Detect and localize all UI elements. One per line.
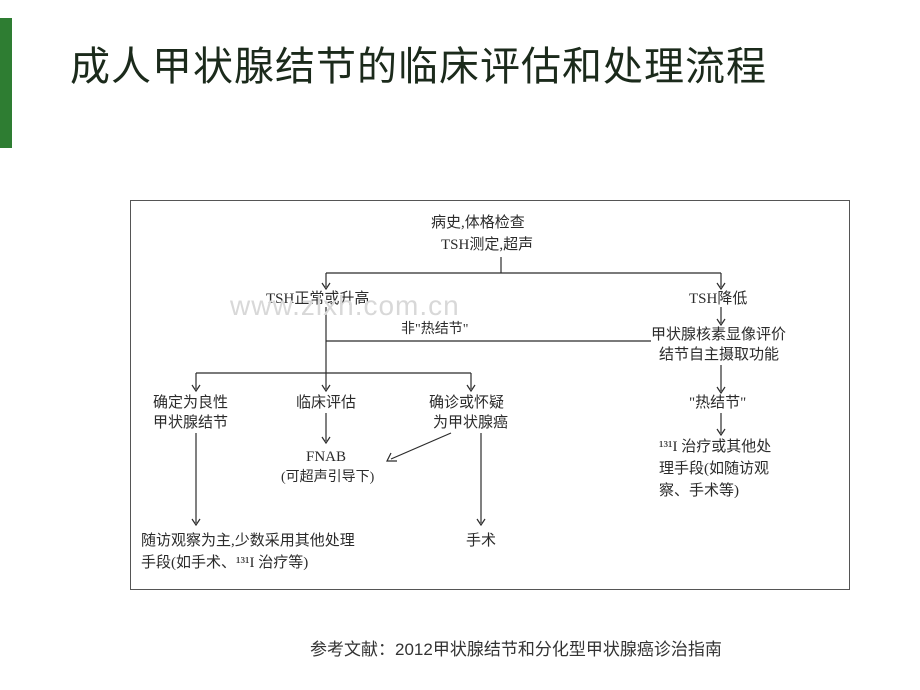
- node-followup-2: 手段(如手术、¹³¹I 治疗等): [141, 553, 308, 573]
- node-followup-1: 随访观察为主,少数采用其他处理: [141, 531, 355, 551]
- node-tsh-low: TSH降低: [689, 289, 747, 309]
- node-suspect-2: 为甲状腺癌: [433, 413, 508, 433]
- node-benign-2: 甲状腺结节: [153, 413, 228, 433]
- node-surgery: 手术: [466, 531, 496, 551]
- node-fnab-2: (可超声引导下): [281, 469, 374, 488]
- page-title: 成人甲状腺结节的临床评估和处理流程: [70, 40, 767, 94]
- node-root-1: 病史,体格检查: [431, 213, 525, 233]
- node-hot-nodule: "热结节": [689, 393, 746, 413]
- node-suspect-1: 确诊或怀疑: [429, 393, 504, 413]
- accent-bar: [0, 18, 12, 148]
- node-benign-1: 确定为良性: [153, 393, 228, 413]
- node-tsh-normal-high: TSH正常或升高: [266, 289, 369, 309]
- node-scinti-1: 甲状腺核素显像评价: [651, 325, 786, 345]
- node-root-2: TSH测定,超声: [441, 235, 533, 255]
- node-scinti-2: 结节自主摄取功能: [659, 345, 779, 365]
- node-iodine-3: 察、手术等): [659, 481, 739, 501]
- node-not-hot: 非"热结节": [401, 321, 468, 340]
- node-fnab-1: FNAB: [306, 447, 346, 467]
- node-clinical-eval: 临床评估: [296, 393, 356, 413]
- reference-text: 参考文献：2012甲状腺结节和分化型甲状腺癌诊治指南: [310, 635, 722, 660]
- node-iodine-2: 理手段(如随访观: [659, 459, 769, 479]
- node-iodine-1: ¹³¹I 治疗或其他处: [659, 437, 771, 457]
- flowchart: 病史,体格检查 TSH测定,超声 TSH正常或升高 TSH降低 非"热结节" 甲…: [130, 200, 850, 590]
